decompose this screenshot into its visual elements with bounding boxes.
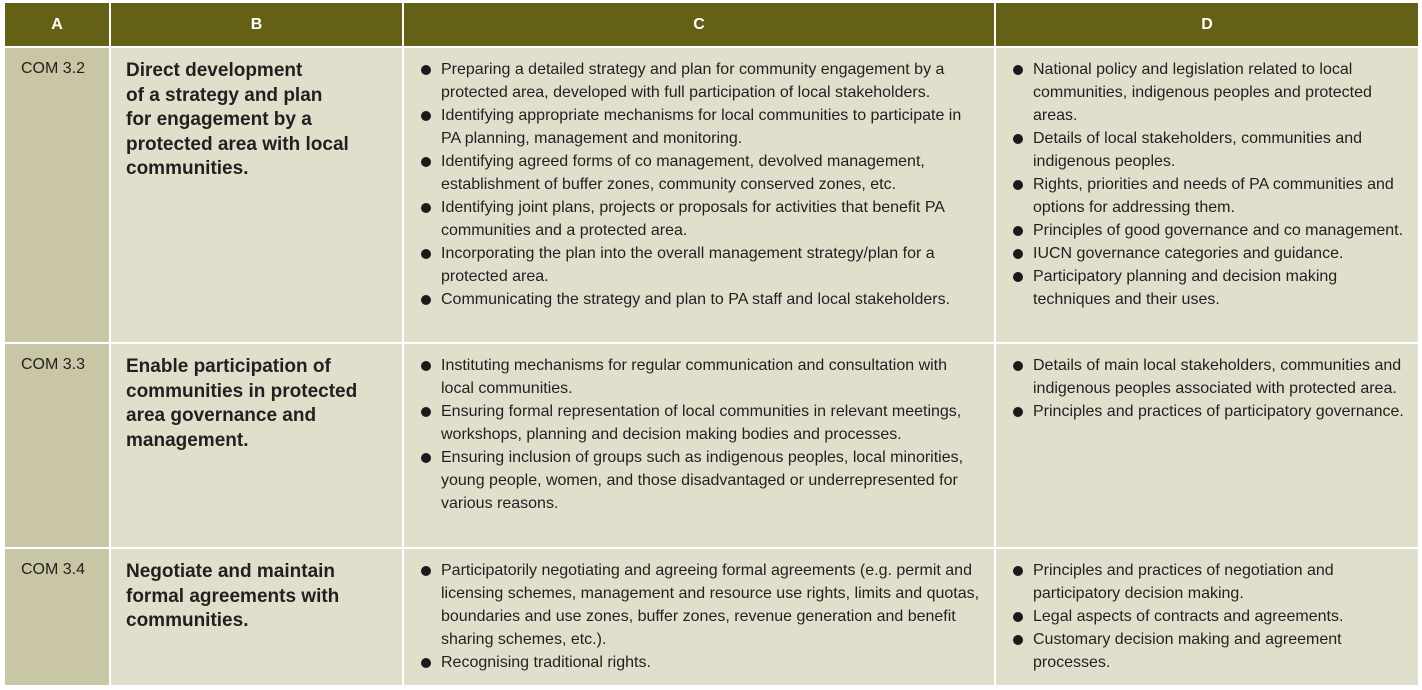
title-line: Enable participation of <box>126 356 331 377</box>
competency-title: Direct development of a strategy and plan… <box>109 46 404 344</box>
header-b: B <box>109 3 404 48</box>
list-item: Principles of good governance and co man… <box>1010 219 1406 242</box>
performance-criteria: Instituting mechanisms for regular commu… <box>402 342 996 549</box>
list-item: Identifying appropriate mechanisms for l… <box>418 104 982 150</box>
competency-title: Enable participation of communities in pr… <box>109 342 404 549</box>
title-line: formal agreements with <box>126 585 340 607</box>
list-item: IUCN governance categories and guidance. <box>1010 242 1406 265</box>
list-item: Instituting mechanisms for regular commu… <box>418 354 982 400</box>
list-item: Identifying joint plans, projects or pro… <box>418 196 982 242</box>
competency-title: Negotiate and maintain formal agreements … <box>109 547 404 687</box>
table-row: COM 3.4 Negotiate and maintain formal agre… <box>3 547 1420 687</box>
list-item: Principles and practices of negotiation … <box>1010 559 1406 605</box>
list-item: Communicating the strategy and plan to P… <box>418 288 982 311</box>
list-item: Legal aspects of contracts and agreement… <box>1010 605 1406 628</box>
list-item: Details of local stakeholders, communiti… <box>1010 127 1406 173</box>
title-line: communities. <box>126 610 249 631</box>
header-row: A B C D <box>3 3 1420 48</box>
competency-code: COM 3.3 <box>3 342 111 549</box>
header-d: D <box>994 3 1420 48</box>
list-item: Customary decision making and agreement … <box>1010 628 1406 674</box>
competency-code: COM 3.4 <box>3 547 111 687</box>
header-a: A <box>3 3 111 48</box>
list-item: Recognising traditional rights. <box>418 651 982 674</box>
knowledge-items: Principles and practices of negotiation … <box>994 547 1420 687</box>
title-line: of a strategy and plan <box>126 84 323 106</box>
list-item: Ensuring inclusion of groups such as ind… <box>418 446 982 515</box>
competency-code: COM 3.2 <box>3 46 111 344</box>
performance-criteria: Participatorily negotiating and agreeing… <box>402 547 996 687</box>
title-line: communities. <box>126 158 249 179</box>
list-item: Participatorily negotiating and agreeing… <box>418 559 982 651</box>
title-line: management. <box>126 429 249 451</box>
header-c: C <box>402 3 996 48</box>
list-item: Details of main local stakeholders, comm… <box>1010 354 1406 400</box>
table-row: COM 3.2 Direct development of a strategy a… <box>3 46 1420 344</box>
list-item: Participatory planning and decision maki… <box>1010 265 1406 311</box>
title-line: Negotiate and maintain <box>126 561 336 582</box>
list-item: Incorporating the plan into the overall … <box>418 242 982 288</box>
list-item: Ensuring formal representation of local … <box>418 400 982 446</box>
title-line: protected area with local <box>126 133 349 155</box>
table-row: COM 3.3 Enable participation of communitie… <box>3 342 1420 549</box>
knowledge-items: Details of main local stakeholders, comm… <box>994 342 1420 549</box>
performance-criteria: Preparing a detailed strategy and plan f… <box>402 46 996 344</box>
title-line: communities in protected <box>126 380 358 402</box>
list-item: Rights, priorities and needs of PA commu… <box>1010 173 1406 219</box>
list-item: Principles and practices of participator… <box>1010 400 1406 423</box>
list-item: Preparing a detailed strategy and plan f… <box>418 58 982 104</box>
title-line: area governance and <box>126 405 317 426</box>
list-item: Identifying agreed forms of co managemen… <box>418 150 982 196</box>
title-line: Direct development <box>126 60 303 81</box>
list-item: National policy and legislation related … <box>1010 58 1406 127</box>
title-line: for engagement by a <box>126 109 312 130</box>
knowledge-items: National policy and legislation related … <box>994 46 1420 344</box>
competency-table: A B C D COM 3.2 Direct development of a st… <box>3 3 1420 687</box>
